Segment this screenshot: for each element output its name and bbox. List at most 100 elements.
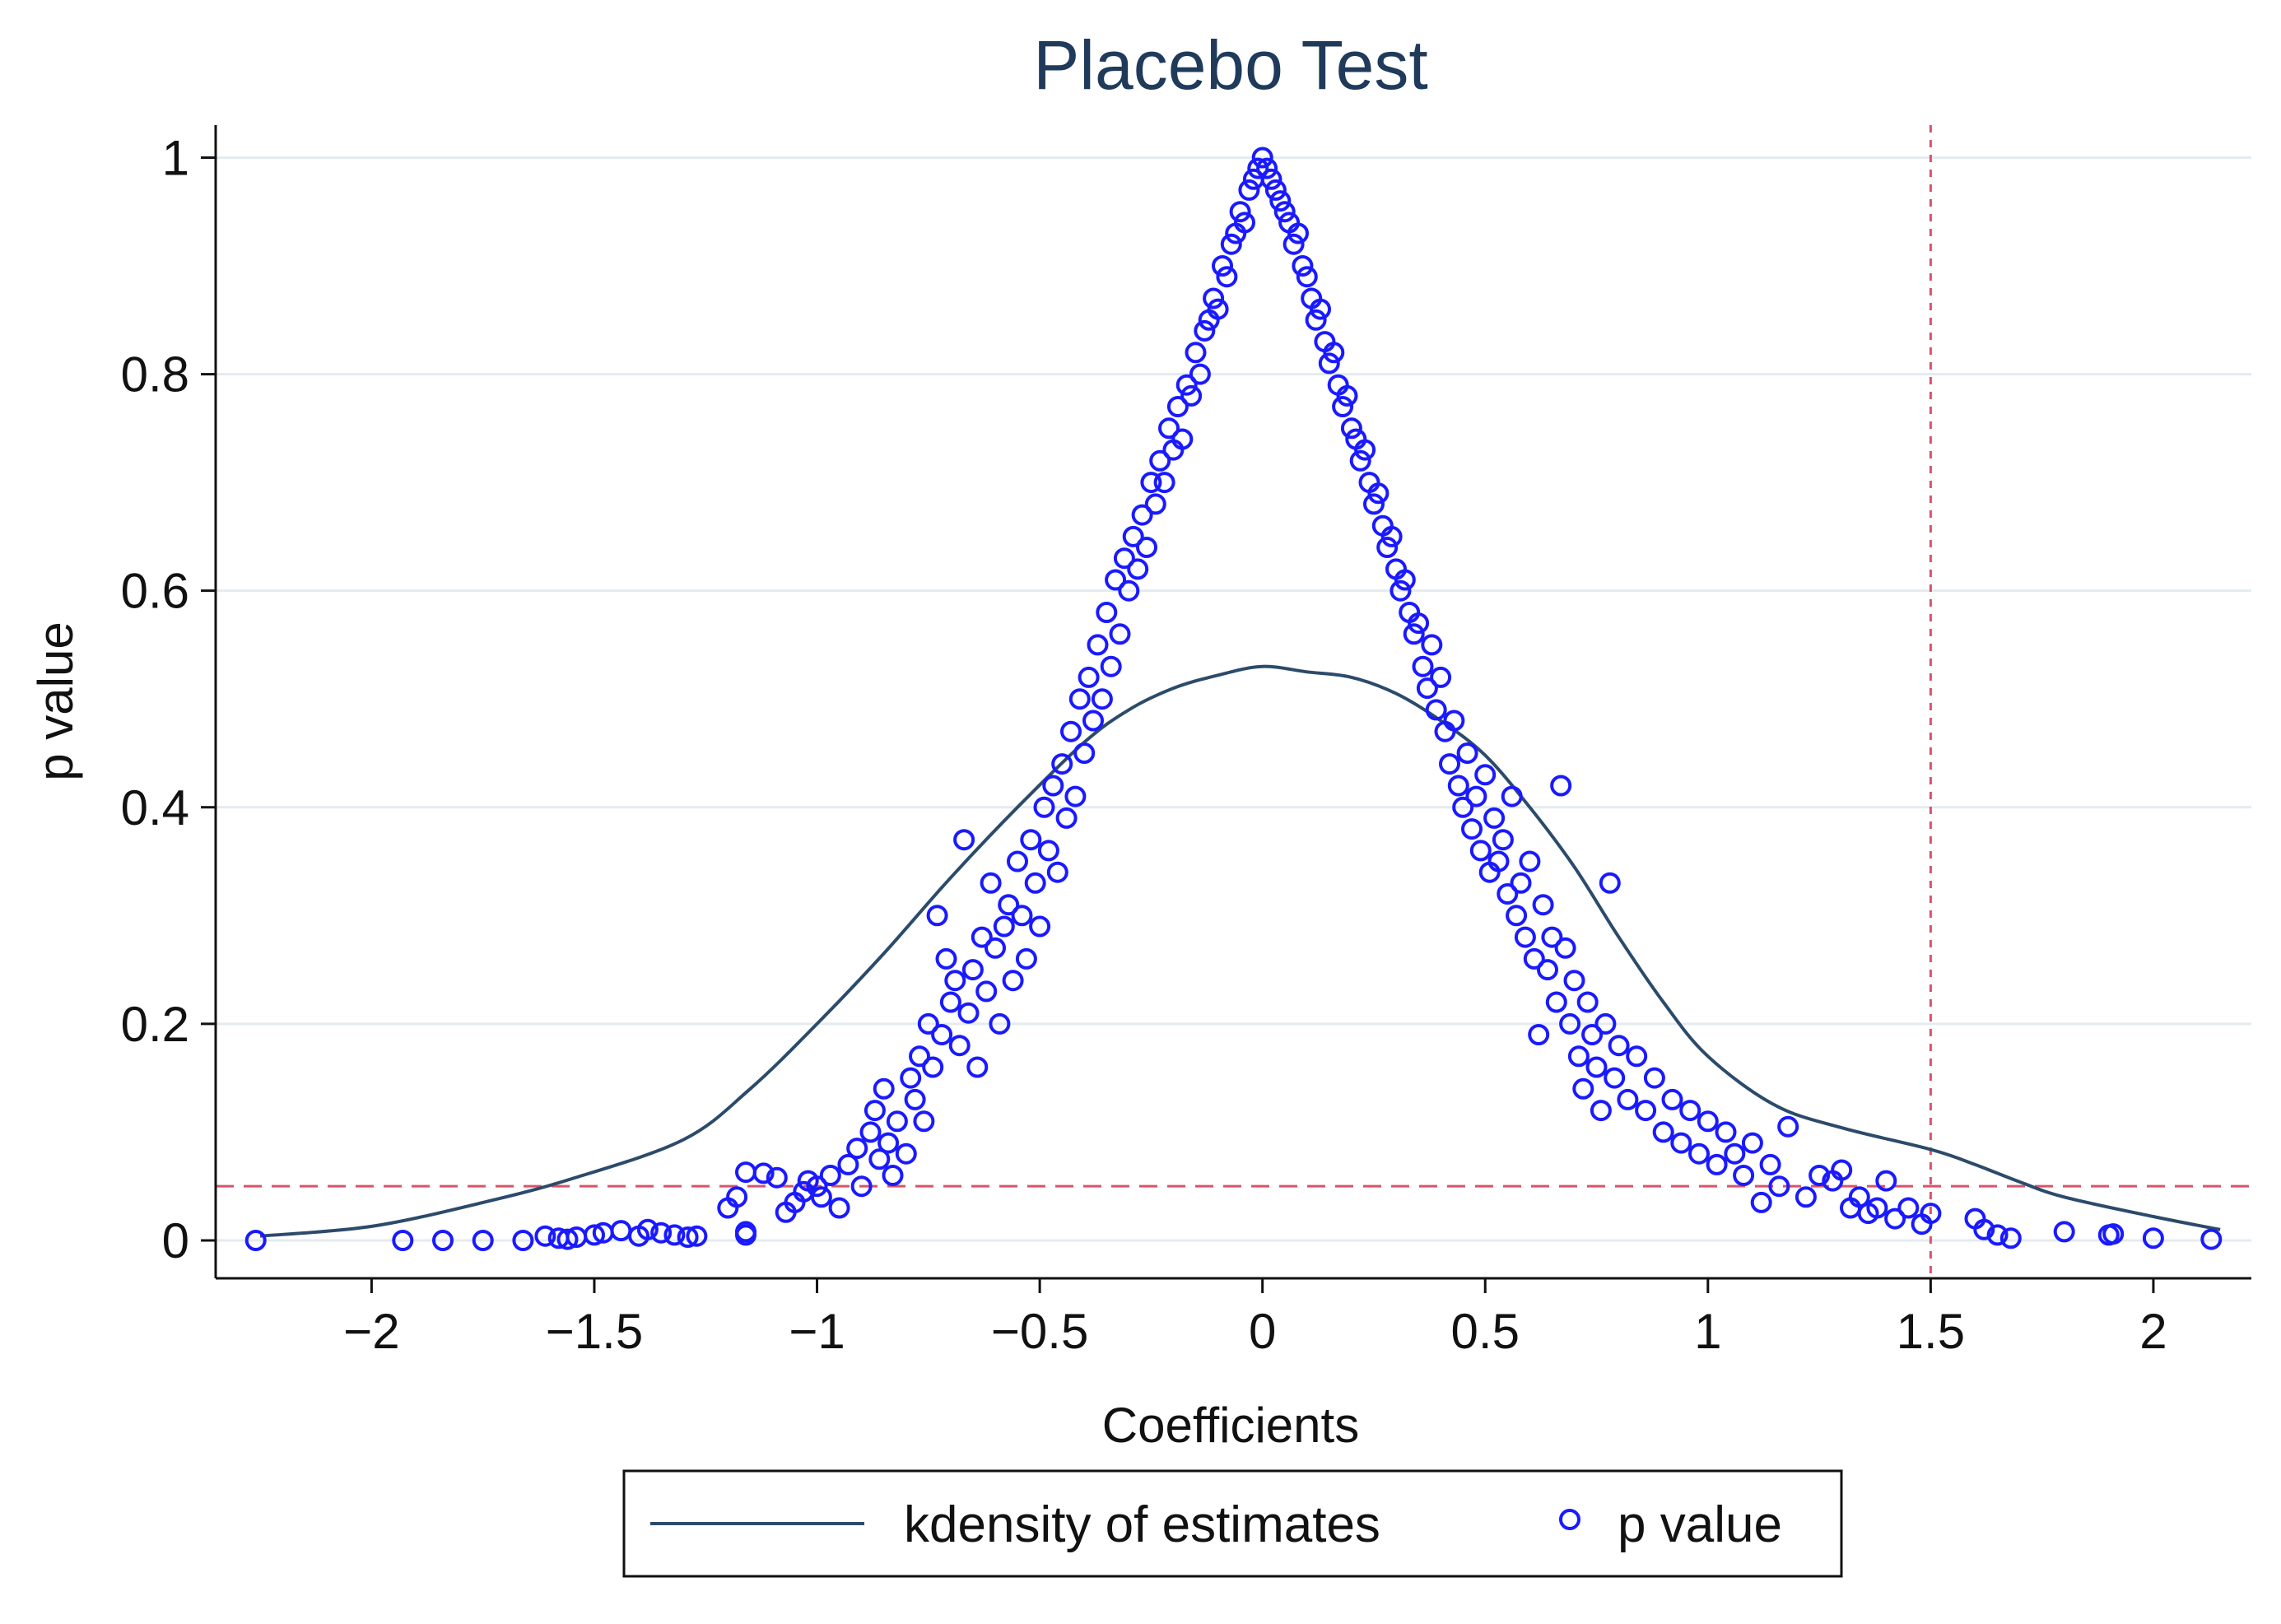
p-value-point xyxy=(726,1186,748,1208)
p-value-point xyxy=(1305,309,1327,331)
p-value-point xyxy=(1897,1197,1920,1219)
p-value-point xyxy=(900,1067,922,1089)
p-value-point xyxy=(1091,688,1113,710)
p-value-point xyxy=(1363,493,1385,515)
p-value-point xyxy=(584,1224,605,1246)
y-tick-label-5: 1 xyxy=(162,130,189,185)
p-value-point xyxy=(953,829,975,851)
p-value-point xyxy=(1483,807,1506,829)
p-value-point xyxy=(1073,742,1096,764)
p-value-point xyxy=(1519,850,1541,872)
legend: kdensity of estimates p value xyxy=(622,1469,1843,1578)
p-value-point xyxy=(1768,1175,1790,1198)
p-value-point xyxy=(1064,785,1087,807)
p-value-point xyxy=(971,926,993,948)
p-value-point xyxy=(1576,991,1599,1013)
p-value-point xyxy=(1452,796,1474,818)
p-value-point xyxy=(1554,937,1576,959)
p-value-point xyxy=(1185,342,1207,364)
p-value-point xyxy=(948,1035,971,1057)
p-value-point xyxy=(1750,1191,1772,1213)
p-value-point xyxy=(895,1142,917,1165)
p-value-point xyxy=(2142,1227,2164,1249)
p-value-point xyxy=(917,1012,939,1035)
p-value-point xyxy=(1724,1142,1746,1165)
p-value-point xyxy=(1403,623,1425,645)
p-value-point xyxy=(961,959,984,981)
p-value-point xyxy=(2102,1223,2125,1245)
p-value-point xyxy=(846,1138,868,1160)
p-value-point xyxy=(1037,840,1059,862)
legend-label-p-value: p value xyxy=(1618,1496,1782,1553)
p-value-point xyxy=(939,991,961,1013)
p-value-point xyxy=(2053,1221,2075,1243)
p-value-point xyxy=(1251,147,1273,169)
p-value-point xyxy=(1545,991,1567,1013)
p-value-point xyxy=(1986,1224,2009,1246)
p-value-point xyxy=(1439,753,1460,775)
p-value-point xyxy=(1920,1203,1942,1225)
x-axis-ticks: −2 −1.5 −1 −0.5 0 0.5 1 1.5 2 xyxy=(343,1278,2167,1359)
p-value-point xyxy=(868,1148,891,1170)
p-value-series xyxy=(244,147,2223,1251)
p-value-point xyxy=(922,1056,944,1078)
p-value-point xyxy=(935,947,957,970)
p-value-point xyxy=(1469,840,1492,862)
legend-label-kdensity: kdensity of estimates xyxy=(904,1496,1380,1553)
y-tick-label-0: 0 xyxy=(162,1213,189,1268)
p-value-point xyxy=(1105,569,1127,591)
p-value-point xyxy=(1207,298,1229,320)
p-value-point xyxy=(1528,1024,1550,1045)
p-value-point xyxy=(1532,894,1554,916)
p-value-point xyxy=(1679,1100,1701,1122)
x-tick-label-6: 1 xyxy=(1694,1304,1721,1359)
y-tick-label-1: 0.2 xyxy=(121,997,189,1052)
p-value-point xyxy=(1559,1012,1581,1035)
legend-marker-swatch xyxy=(1559,1509,1580,1530)
p-value-point xyxy=(1354,439,1376,461)
p-value-point xyxy=(1465,785,1487,807)
p-value-point xyxy=(1715,1121,1737,1143)
p-value-point xyxy=(1425,699,1447,721)
p-value-point xyxy=(1024,872,1046,894)
x-tick-label-1: −1.5 xyxy=(546,1304,643,1359)
p-value-point xyxy=(1661,1088,1683,1110)
p-value-point xyxy=(1007,850,1028,872)
p-value-point xyxy=(1292,255,1314,277)
p-value-point xyxy=(1234,212,1255,234)
p-value-point xyxy=(1581,1024,1604,1045)
p-value-point xyxy=(1273,201,1296,223)
p-value-point xyxy=(1078,666,1100,688)
p-value-point xyxy=(1100,655,1122,677)
p-value-point xyxy=(1323,342,1345,364)
p-value-point xyxy=(1212,255,1233,277)
p-value-point xyxy=(1109,623,1131,645)
p-value-point xyxy=(1055,807,1078,829)
p-value-point xyxy=(512,1230,534,1251)
x-tick-label-0: −2 xyxy=(343,1304,399,1359)
p-value-point xyxy=(1733,1165,1755,1186)
p-value-point xyxy=(1412,655,1434,677)
p-value-point xyxy=(1376,537,1399,558)
p-value-point xyxy=(1617,1088,1639,1110)
p-value-point xyxy=(904,1088,926,1110)
p-value-point xyxy=(1563,970,1585,992)
x-tick-label-3: −0.5 xyxy=(991,1304,1088,1359)
p-value-point xyxy=(1461,818,1483,840)
p-value-point xyxy=(1127,558,1149,580)
p-value-point xyxy=(1572,1077,1594,1100)
p-value-point xyxy=(1015,947,1037,970)
p-value-point xyxy=(663,1224,686,1246)
x-tick-label-7: 1.5 xyxy=(1897,1304,1965,1359)
p-value-point xyxy=(1171,428,1194,450)
p-value-point xyxy=(686,1225,708,1247)
p-value-point xyxy=(1140,472,1162,494)
p-value-point xyxy=(909,1045,930,1068)
p-value-point xyxy=(1096,602,1118,623)
p-value-point xyxy=(1060,720,1082,742)
p-value-point xyxy=(1585,1056,1608,1078)
p-value-point xyxy=(766,1166,788,1189)
p-value-point xyxy=(1042,775,1064,797)
